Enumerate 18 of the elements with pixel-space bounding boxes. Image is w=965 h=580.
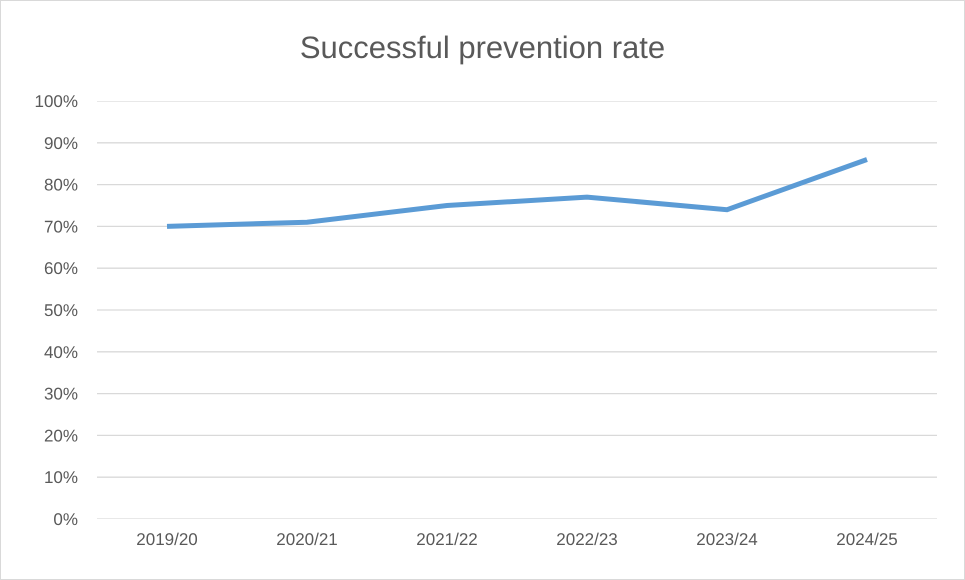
- y-tick-label: 10%: [44, 468, 78, 488]
- y-tick-label: 30%: [44, 384, 78, 404]
- x-tick-label: 2023/24: [696, 530, 758, 549]
- y-tick-label: 80%: [44, 176, 78, 195]
- x-tick-label: 2024/25: [836, 530, 898, 549]
- x-tick-label: 2020/21: [276, 530, 338, 549]
- x-tick-label: 2021/22: [416, 530, 478, 549]
- chart-title: Successful prevention rate: [300, 30, 666, 66]
- x-tick-label: 2019/20: [136, 530, 198, 549]
- y-tick-label: 100%: [34, 92, 78, 111]
- y-tick-label: 50%: [44, 300, 78, 320]
- x-tick-label: 2022/23: [556, 530, 618, 549]
- y-tick-label: 20%: [44, 426, 78, 446]
- y-tick-label: 90%: [44, 134, 78, 153]
- y-tick-label: 70%: [44, 217, 78, 236]
- y-tick-label: 40%: [44, 342, 78, 362]
- y-tick-label: 60%: [44, 259, 78, 278]
- y-tick-label: 0%: [53, 510, 78, 529]
